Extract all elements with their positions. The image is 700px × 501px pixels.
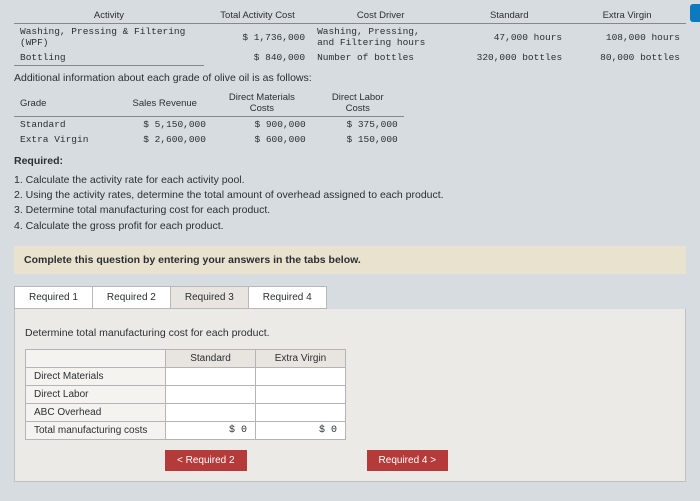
grade-intro: Additional information about each grade … [14,72,686,84]
total-std: $ 0 [166,421,256,439]
input-dl-std[interactable] [166,385,256,403]
col-standard: Standard [166,349,256,367]
act-1-cost: $ 840,000 [204,50,311,66]
tabs: Required 1 Required 2 Required 3 Require… [14,286,686,309]
g0-dl: $ 375,000 [312,117,404,133]
g1-grade: Extra Virgin [14,132,118,147]
tab-required-1[interactable]: Required 1 [14,286,93,309]
input-dl-ext[interactable] [256,385,346,403]
col-tac: Total Activity Cost [204,8,311,24]
req-2: 2. Using the activity rates, determine t… [14,188,686,203]
tab-required-4[interactable]: Required 4 [248,286,327,309]
corner-cell [26,349,166,367]
tab-required-2[interactable]: Required 2 [92,286,171,309]
g0-dm: $ 900,000 [212,117,312,133]
required-label: Required: [14,155,686,167]
act-0-cost: $ 1,736,000 [204,24,311,51]
col-extra: Extra Virgin [568,8,686,24]
row-total: Total manufacturing costs [26,421,166,439]
nav-buttons: < Required 2 Required 4 > [25,450,675,471]
gcol-dl: Direct LaborCosts [312,90,404,117]
act-1-driver: Number of bottles [311,50,450,66]
req-1: 1. Calculate the activity rate for each … [14,173,686,188]
req-4: 4. Calculate the gross profit for each p… [14,219,686,234]
row-dm: Direct Materials [26,367,166,385]
act-1-ext: 80,000 bottles [568,50,686,66]
act-0-std: 47,000 hours [450,24,568,51]
grade-table: Grade Sales Revenue Direct MaterialsCost… [14,90,404,147]
row-dl: Direct Labor [26,385,166,403]
col-activity: Activity [14,8,204,24]
g0-grade: Standard [14,117,118,133]
subprompt: Determine total manufacturing cost for e… [25,327,675,339]
next-button[interactable]: Required 4 > [367,450,449,471]
col-standard: Standard [450,8,568,24]
g1-dl: $ 150,000 [312,132,404,147]
tab-required-3[interactable]: Required 3 [170,286,249,309]
input-dm-std[interactable] [166,367,256,385]
input-dm-ext[interactable] [256,367,346,385]
total-ext: $ 0 [256,421,346,439]
input-abc-std[interactable] [166,403,256,421]
answer-table: Standard Extra Virgin Direct Materials D… [25,349,346,440]
g1-dm: $ 600,000 [212,132,312,147]
gcol-grade: Grade [14,90,118,117]
act-1-std: 320,000 bottles [450,50,568,66]
req-3: 3. Determine total manufacturing cost fo… [14,203,686,218]
gcol-dm: Direct MaterialsCosts [212,90,312,117]
side-tab[interactable] [690,4,700,22]
answer-block: Determine total manufacturing cost for e… [14,309,686,482]
required-list: 1. Calculate the activity rate for each … [14,173,686,234]
act-0-name: Washing, Pressing & Filtering(WPF) [14,24,204,51]
col-driver: Cost Driver [311,8,450,24]
act-0-driver: Washing, Pressing,and Filtering hours [311,24,450,51]
row-abc: ABC Overhead [26,403,166,421]
act-0-ext: 108,000 hours [568,24,686,51]
gcol-rev: Sales Revenue [118,90,212,117]
prev-button[interactable]: < Required 2 [165,450,247,471]
g0-rev: $ 5,150,000 [118,117,212,133]
instruction-banner: Complete this question by entering your … [14,246,686,274]
col-extra-virgin: Extra Virgin [256,349,346,367]
activity-cost-table: Activity Total Activity Cost Cost Driver… [14,8,686,66]
g1-rev: $ 2,600,000 [118,132,212,147]
act-1-name: Bottling [14,50,204,66]
input-abc-ext[interactable] [256,403,346,421]
